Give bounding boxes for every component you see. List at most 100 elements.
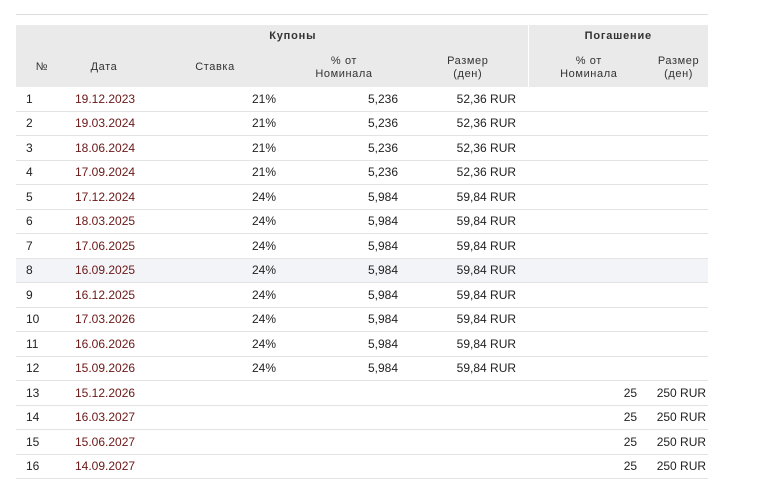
row-number: 1 <box>16 87 58 112</box>
payment-date: 19.03.2024 <box>58 111 150 136</box>
coupon-rate: 24% <box>150 282 280 308</box>
coupon-amount: 59,84 RUR <box>408 331 529 357</box>
header-spacer <box>16 25 58 48</box>
coupon-amount: 59,84 RUR <box>408 282 529 308</box>
payment-date: 18.03.2025 <box>58 209 150 234</box>
table-row: 9 16.12.2025 24% 5,984 59,84 RUR <box>16 282 709 308</box>
redemption-percent <box>528 111 650 136</box>
header-number: № <box>16 48 58 87</box>
coupon-amount: 52,36 RUR <box>408 87 529 112</box>
header-coupon-amount: Размер (ден) <box>408 48 529 87</box>
coupon-amount: 59,84 RUR <box>408 209 529 234</box>
coupon-percent: 5,984 <box>280 282 408 308</box>
redemption-amount <box>649 135 709 161</box>
coupon-rate: 21% <box>150 111 280 136</box>
redemption-percent <box>528 258 650 283</box>
coupon-percent: 5,984 <box>280 258 408 283</box>
row-number: 14 <box>16 405 58 430</box>
redemption-amount <box>649 307 709 332</box>
redemption-percent <box>528 184 650 210</box>
table-row: 13 15.12.2026 25 250 RUR <box>16 380 709 406</box>
coupon-rate: 24% <box>150 307 280 332</box>
row-number: 4 <box>16 160 58 185</box>
coupon-amount: 59,84 RUR <box>408 356 529 381</box>
coupon-amount: 59,84 RUR <box>408 258 529 283</box>
coupon-percent: 5,984 <box>280 184 408 210</box>
table-row: 1 19.12.2023 21% 5,236 52,36 RUR <box>16 87 709 112</box>
coupon-amount <box>408 405 529 430</box>
coupon-rate: 24% <box>150 258 280 283</box>
coupon-percent: 5,236 <box>280 111 408 136</box>
coupon-rate: 24% <box>150 184 280 210</box>
header-date: Дата <box>58 48 150 87</box>
row-number: 9 <box>16 282 58 308</box>
coupon-percent <box>280 429 408 455</box>
redemption-percent: 25 <box>528 429 650 455</box>
coupon-percent: 5,984 <box>280 209 408 234</box>
payment-date: 15.09.2026 <box>58 356 150 381</box>
table-row: 6 18.03.2025 24% 5,984 59,84 RUR <box>16 209 709 234</box>
row-number: 13 <box>16 380 58 406</box>
payment-date: 17.09.2024 <box>58 160 150 185</box>
redemption-percent: 25 <box>528 405 650 430</box>
payment-date: 16.12.2025 <box>58 282 150 308</box>
coupon-amount: 52,36 RUR <box>408 135 529 161</box>
top-divider <box>16 14 708 15</box>
table-row: 14 16.03.2027 25 250 RUR <box>16 405 709 430</box>
coupon-rate: 24% <box>150 356 280 381</box>
coupon-amount: 59,84 RUR <box>408 184 529 210</box>
payment-date: 18.06.2024 <box>58 135 150 161</box>
payment-date: 19.12.2023 <box>58 87 150 112</box>
redemption-percent <box>528 135 650 161</box>
redemption-amount <box>649 282 709 308</box>
redemption-percent <box>528 233 650 259</box>
coupon-percent: 5,984 <box>280 356 408 381</box>
coupon-percent: 5,984 <box>280 307 408 332</box>
payment-date: 14.09.2027 <box>58 454 150 479</box>
header-redemption-amount: Размер (ден) <box>649 48 709 87</box>
table-row: 4 17.09.2024 21% 5,236 52,36 RUR <box>16 160 709 185</box>
coupon-amount: 59,84 RUR <box>408 307 529 332</box>
coupon-percent <box>280 405 408 430</box>
row-number: 8 <box>16 258 58 283</box>
coupon-percent <box>280 454 408 479</box>
payment-date: 16.06.2026 <box>58 331 150 357</box>
coupon-percent: 5,984 <box>280 233 408 259</box>
redemption-amount <box>649 258 709 283</box>
redemption-amount: 250 RUR <box>649 429 709 455</box>
coupon-rate: 24% <box>150 233 280 259</box>
payment-date: 17.06.2025 <box>58 233 150 259</box>
row-number: 6 <box>16 209 58 234</box>
coupon-rate <box>150 405 280 430</box>
table-row: 3 18.06.2024 21% 5,236 52,36 RUR <box>16 135 709 161</box>
payment-date: 15.12.2026 <box>58 380 150 406</box>
header-group-row: Купоны Погашение <box>16 25 709 48</box>
redemption-percent <box>528 307 650 332</box>
redemption-amount: 250 RUR <box>649 405 709 430</box>
redemption-amount: 250 RUR <box>649 380 709 406</box>
coupon-rate <box>150 429 280 455</box>
redemption-amount <box>649 111 709 136</box>
coupon-rate: 21% <box>150 135 280 161</box>
table-row: 7 17.06.2025 24% 5,984 59,84 RUR <box>16 233 709 259</box>
payment-date: 17.12.2024 <box>58 184 150 210</box>
coupon-amount <box>408 429 529 455</box>
redemption-amount <box>649 87 709 112</box>
row-number: 15 <box>16 429 58 455</box>
schedule-body: 1 19.12.2023 21% 5,236 52,36 RUR 2 19.03.2024 2… <box>16 87 709 479</box>
payment-date: 17.03.2026 <box>58 307 150 332</box>
header-coupon-percent: % от Номинала <box>280 48 408 87</box>
coupon-amount <box>408 454 529 479</box>
table-row: 16 14.09.2027 25 250 RUR <box>16 454 709 479</box>
redemption-amount <box>649 209 709 234</box>
coupon-rate: 24% <box>150 331 280 357</box>
redemption-percent <box>528 356 650 381</box>
table-row: 5 17.12.2024 24% 5,984 59,84 RUR <box>16 184 709 210</box>
coupon-schedule-table: Купоны Погашение № Дата Ставка % от Номи… <box>16 25 709 479</box>
coupon-rate: 24% <box>150 209 280 234</box>
coupon-amount: 59,84 RUR <box>408 233 529 259</box>
row-number: 3 <box>16 135 58 161</box>
table-row: 8 16.09.2025 24% 5,984 59,84 RUR <box>16 258 709 283</box>
table-row: 11 16.06.2026 24% 5,984 59,84 RUR <box>16 331 709 357</box>
redemption-amount <box>649 184 709 210</box>
